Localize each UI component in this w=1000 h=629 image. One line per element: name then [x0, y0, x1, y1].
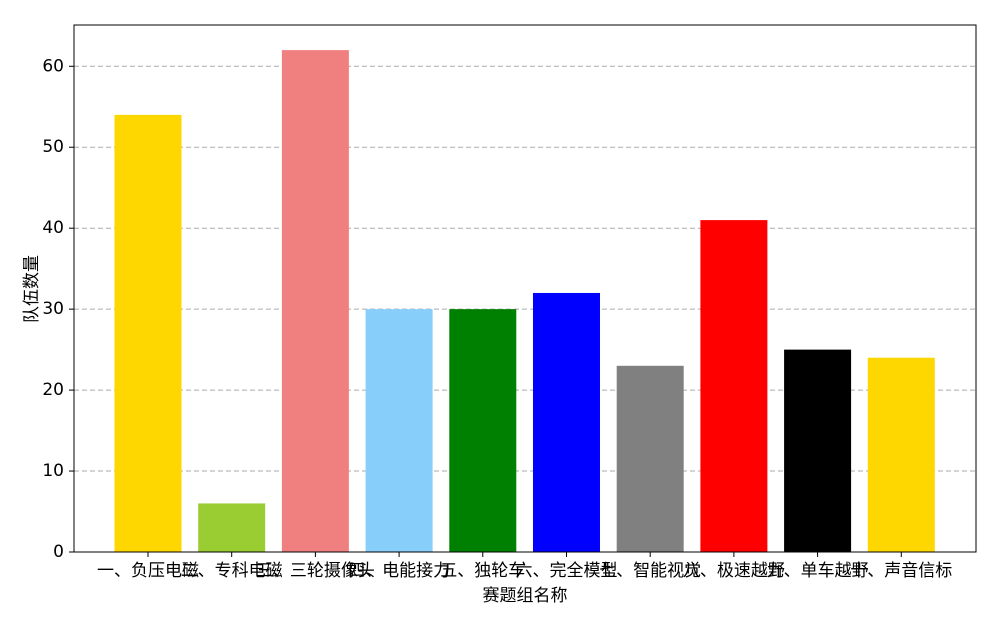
bar [114, 114, 182, 552]
y-tick-label: 20 [42, 380, 64, 400]
x-tick-label: 八、极速越野 [683, 561, 785, 581]
x-tick-label: 六、完全模型 [515, 561, 617, 581]
y-tick-label: 50 [42, 137, 64, 157]
x-tick-label: 七、智能视觉 [599, 561, 701, 581]
y-tick-label: 30 [42, 299, 64, 319]
bar [281, 50, 349, 552]
y-tick-label: 0 [53, 542, 64, 562]
x-tick-label: 四、电能接力 [348, 561, 450, 581]
bar [198, 503, 266, 552]
x-tick-label: 五、独轮车 [440, 561, 525, 581]
y-tick-label: 10 [42, 461, 64, 481]
bar [700, 220, 768, 552]
bar [616, 365, 684, 552]
y-axis-label: 队伍数量 [22, 255, 42, 323]
bar [867, 357, 935, 552]
y-tick-label: 60 [42, 56, 64, 76]
x-tick-label: 一、负压电磁 [97, 561, 199, 581]
bar [365, 309, 433, 552]
bar [532, 292, 600, 552]
bar [449, 309, 517, 552]
x-tick-label: 三、三轮摄像头 [256, 561, 375, 581]
plot-frame [73, 24, 977, 553]
x-tick-label: 九、单车越野 [767, 561, 869, 581]
x-tick-label: 十、声音信标 [850, 561, 952, 581]
x-axis-label: 赛题组名称 [483, 585, 568, 606]
bar [784, 349, 852, 552]
y-tick-label: 40 [42, 218, 64, 238]
x-tick-label: 二、专科电磁 [181, 561, 283, 581]
